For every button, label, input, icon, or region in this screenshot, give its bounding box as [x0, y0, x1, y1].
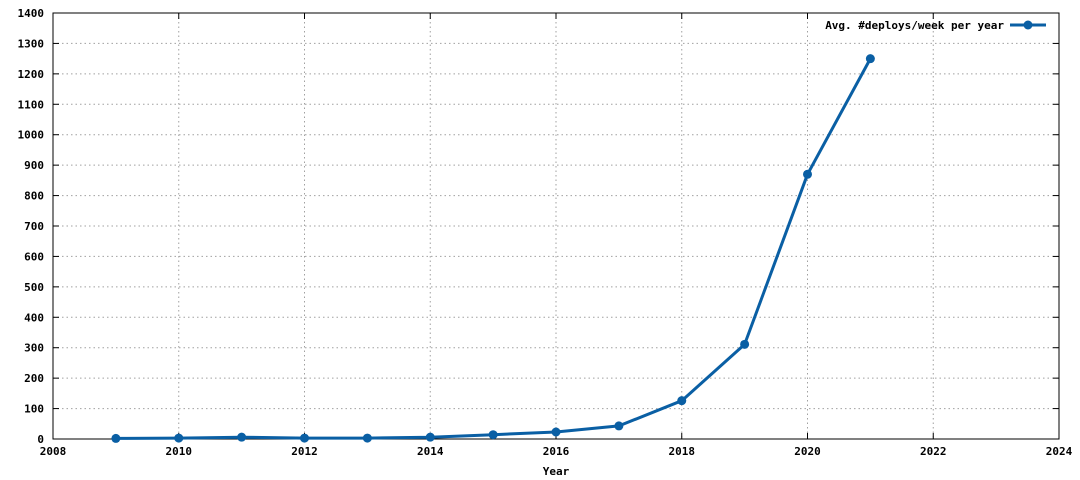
- y-tick-label: 100: [24, 403, 44, 416]
- data-point: [489, 430, 498, 439]
- y-tick-label: 600: [24, 250, 44, 263]
- grid: [53, 13, 1059, 439]
- legend-label: Avg. #deploys/week per year: [825, 19, 1004, 32]
- data-point: [111, 434, 120, 443]
- data-point: [866, 54, 875, 63]
- data-point: [237, 433, 246, 442]
- data-point: [426, 433, 435, 442]
- x-tick-label: 2014: [417, 445, 444, 458]
- series-line: [116, 59, 871, 439]
- y-tick-label: 900: [24, 159, 44, 172]
- x-tick-label: 2008: [40, 445, 67, 458]
- y-tick-label: 1000: [18, 129, 45, 142]
- series: [111, 54, 875, 443]
- data-point: [740, 340, 749, 349]
- y-tick-label: 1100: [18, 98, 45, 111]
- x-tick-label: 2012: [291, 445, 318, 458]
- x-tick-label: 2024: [1046, 445, 1073, 458]
- axes: 0100200300400500600700800900100011001200…: [18, 7, 1073, 478]
- data-point: [803, 170, 812, 179]
- y-tick-label: 1300: [18, 37, 45, 50]
- x-tick-label: 2018: [669, 445, 696, 458]
- y-tick-label: 700: [24, 220, 44, 233]
- x-tick-label: 2022: [920, 445, 947, 458]
- y-tick-label: 500: [24, 281, 44, 294]
- x-tick-label: 2016: [543, 445, 570, 458]
- y-tick-label: 1200: [18, 68, 45, 81]
- y-tick-label: 300: [24, 342, 44, 355]
- y-tick-label: 400: [24, 311, 44, 324]
- y-tick-label: 200: [24, 372, 44, 385]
- data-point: [363, 434, 372, 443]
- x-tick-label: 2010: [166, 445, 193, 458]
- legend-marker: [1024, 21, 1033, 30]
- y-tick-label: 1400: [18, 7, 45, 20]
- data-point: [552, 428, 561, 437]
- y-tick-label: 800: [24, 190, 44, 203]
- x-tick-label: 2020: [794, 445, 821, 458]
- data-point: [174, 434, 183, 443]
- data-point: [614, 421, 623, 430]
- data-point: [677, 396, 686, 405]
- data-point: [300, 434, 309, 443]
- x-axis-title: Year: [543, 465, 570, 478]
- legend: Avg. #deploys/week per year: [825, 19, 1046, 32]
